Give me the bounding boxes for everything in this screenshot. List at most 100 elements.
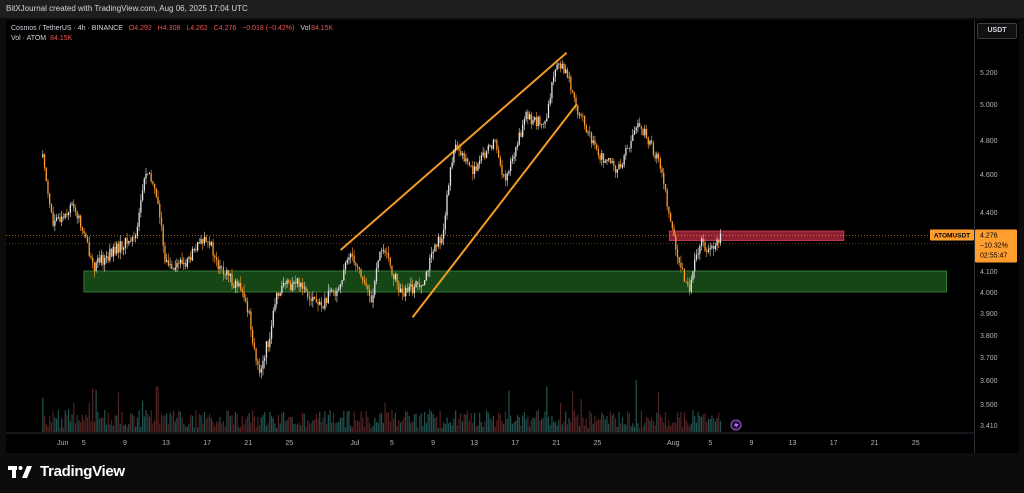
volume-bar	[102, 417, 104, 432]
candle-body	[98, 257, 101, 263]
tradingview-wordmark: TradingView	[40, 463, 125, 480]
volume-bar	[682, 427, 684, 432]
volume-bar	[193, 427, 195, 432]
candle-body	[133, 237, 135, 239]
candle-body	[554, 69, 557, 77]
candle-body	[465, 158, 467, 162]
volume-bar	[240, 426, 242, 432]
candle-body	[217, 260, 219, 269]
volume-bar	[405, 411, 407, 432]
volume-bar	[215, 421, 218, 432]
candle-body	[131, 237, 133, 242]
legend-low: L4.262	[186, 25, 208, 32]
candle-body	[451, 162, 453, 168]
candle-body	[95, 262, 97, 271]
symbol-legend: Cosmos / TetherUS · 4h · BINANCE O4.292 …	[11, 24, 337, 34]
volume-bar	[135, 426, 137, 432]
volume-bar	[305, 426, 307, 432]
x-tick-label: 5	[390, 440, 394, 447]
candle-body	[90, 256, 92, 258]
candle-body	[252, 330, 254, 343]
volume-legend-label[interactable]: Vol · ATOM	[11, 35, 47, 42]
volume-bar	[473, 413, 476, 432]
volume-bar	[627, 411, 629, 432]
volume-bar	[166, 413, 168, 432]
candle-body	[277, 293, 280, 296]
legend-symbol[interactable]: Cosmos / TetherUS · 4h · BINANCE	[11, 25, 123, 32]
y-tick-label: 3.410	[980, 423, 998, 430]
candle-body	[393, 274, 395, 280]
legend-high: H4.308	[157, 25, 181, 32]
candle-body	[675, 235, 677, 250]
volume-bar	[570, 421, 572, 432]
candle-body	[590, 132, 593, 144]
volume-bar	[523, 412, 526, 432]
candle-body	[64, 213, 66, 218]
volume-bar	[382, 422, 384, 432]
volume-bar	[68, 409, 70, 432]
volume-bar	[326, 424, 328, 432]
candle-body	[353, 255, 355, 264]
candle-body	[559, 63, 562, 69]
volume-bar	[140, 427, 142, 432]
volume-bar	[78, 420, 80, 432]
volume-bar	[446, 417, 448, 432]
volume-bar	[80, 422, 82, 432]
volume-bar	[515, 420, 517, 432]
candle-body	[183, 263, 185, 264]
candle-body	[640, 126, 643, 129]
volume-bar	[568, 418, 570, 432]
candle-body	[186, 258, 188, 267]
candle-body	[461, 153, 464, 156]
candle-body	[317, 301, 319, 305]
candle-body	[628, 148, 630, 149]
volume-bar	[210, 417, 212, 432]
volume-bar	[670, 425, 672, 432]
volume-bar	[420, 413, 422, 432]
volume-bar	[154, 420, 156, 432]
candle-body	[193, 248, 195, 250]
candle-body	[257, 360, 259, 365]
candle-body	[358, 267, 360, 270]
candle-body	[356, 265, 359, 268]
candle-body	[320, 301, 323, 307]
volume-legend-value: 84.15K	[50, 35, 73, 42]
volume-bar	[360, 411, 362, 432]
currency-button[interactable]: USDT	[977, 23, 1017, 39]
volume-bar	[480, 421, 483, 432]
candle-body	[389, 257, 391, 266]
volume-bar	[417, 427, 419, 432]
volume-bar	[492, 415, 495, 432]
volume-bar	[64, 410, 66, 432]
volume-bar	[463, 414, 465, 432]
candle-body	[680, 262, 682, 268]
volume-bar	[700, 416, 703, 432]
candle-body	[107, 256, 109, 261]
volume-bar	[637, 423, 639, 432]
candle-body	[442, 229, 445, 239]
volume-bar	[183, 424, 185, 432]
volume-bar	[475, 426, 477, 432]
candle-body	[530, 114, 532, 125]
volume-bar	[530, 420, 532, 432]
volume-bar	[129, 413, 132, 432]
candle-body	[484, 152, 486, 158]
volume-bar	[432, 414, 434, 432]
candle-body	[558, 63, 560, 65]
symbol-tag-text: ATOMUSDT	[934, 233, 970, 240]
candle-body	[601, 153, 603, 160]
candle-body	[334, 290, 336, 296]
candle-body	[587, 131, 589, 133]
candle-body	[434, 244, 436, 252]
volume-bar	[262, 414, 264, 432]
candle-body	[286, 280, 288, 285]
candle-body	[222, 267, 225, 275]
candle-body	[547, 103, 550, 119]
volume-bar	[415, 413, 417, 432]
candle-body	[719, 233, 722, 244]
volume-bar	[191, 415, 194, 432]
volume-bar	[214, 426, 216, 432]
candle-body	[236, 280, 238, 287]
volume-bar	[351, 427, 354, 432]
